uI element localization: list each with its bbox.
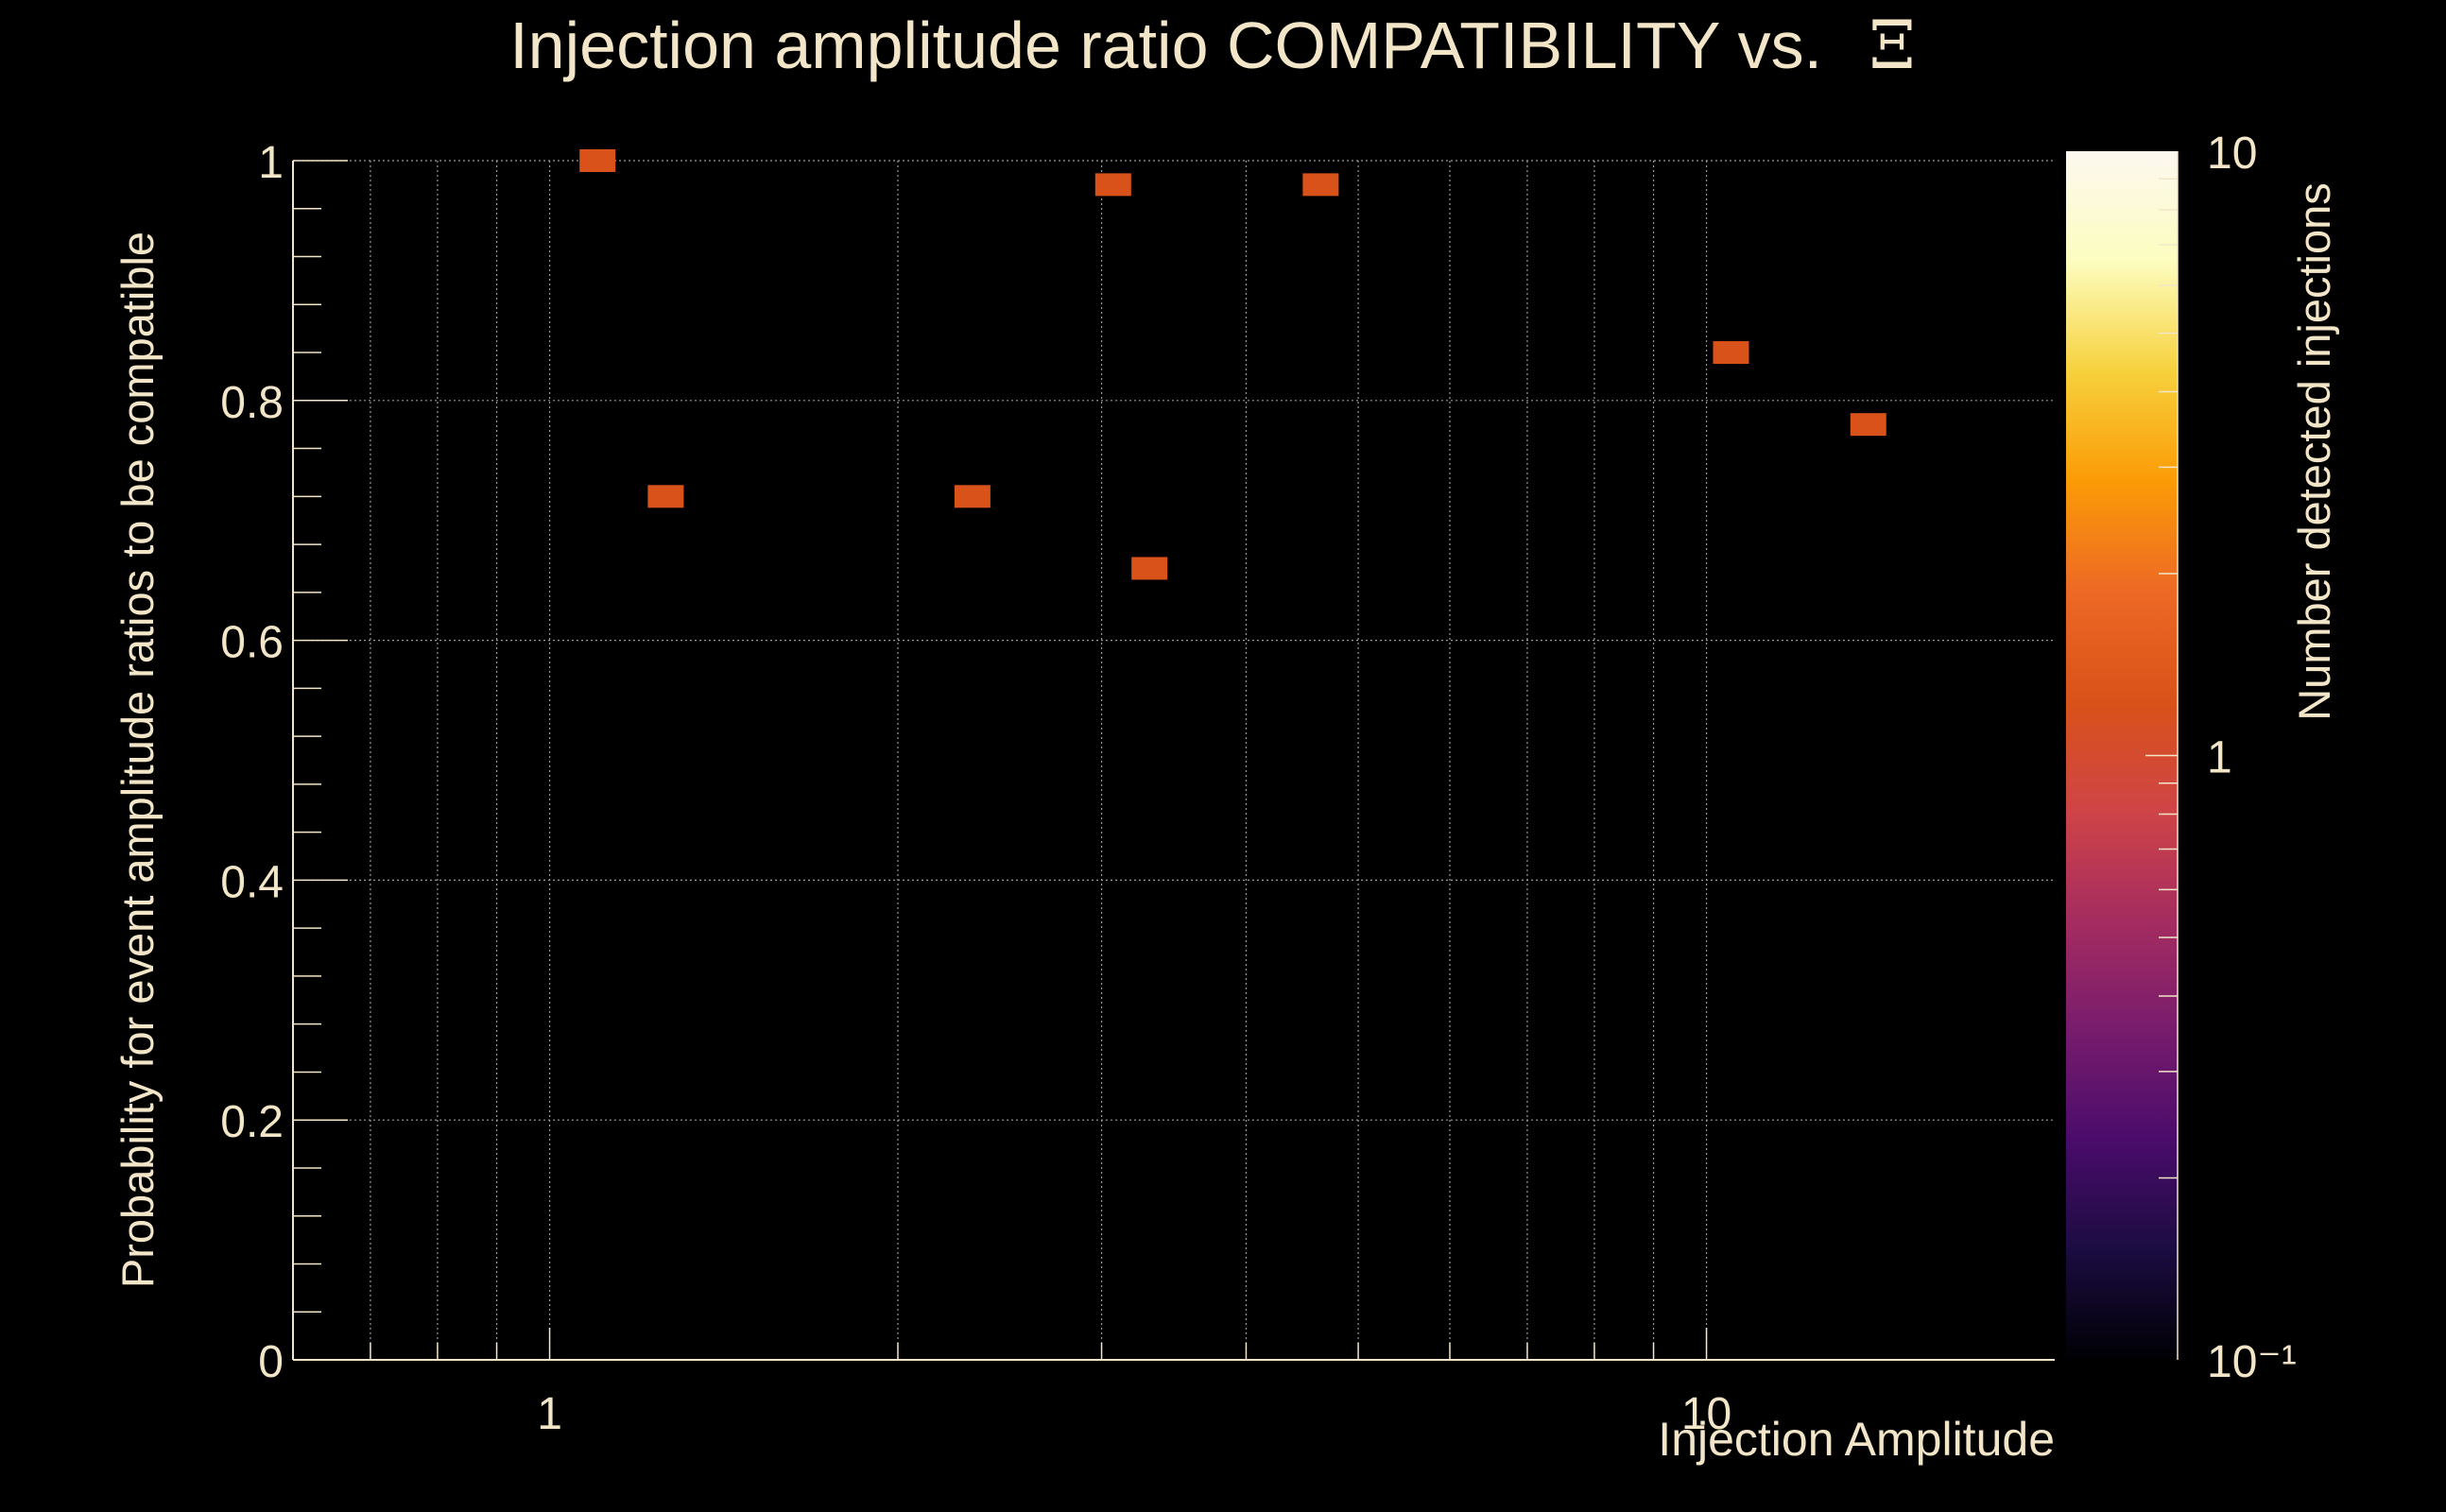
data-cell: [1131, 557, 1168, 580]
colorbar-tick-label: 10⁻¹: [2207, 1337, 2297, 1387]
x-tick-labels: 1 10: [537, 1389, 1731, 1439]
y-tick-label: 1: [258, 138, 284, 188]
colorbar-tick-labels: 10 1 10⁻¹: [2207, 129, 2297, 1387]
x-tick-label: 10: [1681, 1389, 1731, 1439]
colorbar-tick-label: 1: [2207, 733, 2232, 783]
colorbar-tick-label: 10: [2207, 129, 2257, 179]
data-cell: [954, 485, 990, 508]
y-tick-label: 0: [258, 1337, 284, 1387]
data-cell: [579, 149, 616, 172]
y-tick-label: 0.8: [220, 378, 284, 428]
data-cells: [579, 149, 1886, 580]
y-tick-label: 0.2: [220, 1097, 284, 1147]
title-symbol: Ξ: [1869, 7, 1916, 84]
data-cell: [647, 485, 684, 508]
y-tick-label: 0.4: [220, 857, 284, 907]
x-axis-label: Injection Amplitude: [1658, 1413, 2055, 1466]
y-tick-labels: 0 0.2 0.4 0.6 0.8 1: [220, 138, 284, 1387]
data-cell: [1850, 413, 1886, 437]
data-cell: [1713, 341, 1749, 365]
colorbar-label: Number detected injections: [2289, 182, 2339, 721]
title-text: Injection amplitude ratio COMPATIBILITY …: [509, 9, 1822, 82]
data-cell: [1302, 173, 1339, 197]
colorbar-ticks: [2145, 151, 2179, 1360]
chart-title: Injection amplitude ratio COMPATIBILITY …: [509, 7, 1916, 84]
y-tick-label: 0.6: [220, 618, 284, 668]
data-cell: [1094, 173, 1131, 197]
x-tick-label: 1: [537, 1389, 562, 1439]
y-axis-label: Probability for event amplitude ratios t…: [112, 232, 163, 1288]
svg-text:Injection amplitude ratio COMP: Injection amplitude ratio COMPATIBILITY …: [509, 7, 1916, 84]
